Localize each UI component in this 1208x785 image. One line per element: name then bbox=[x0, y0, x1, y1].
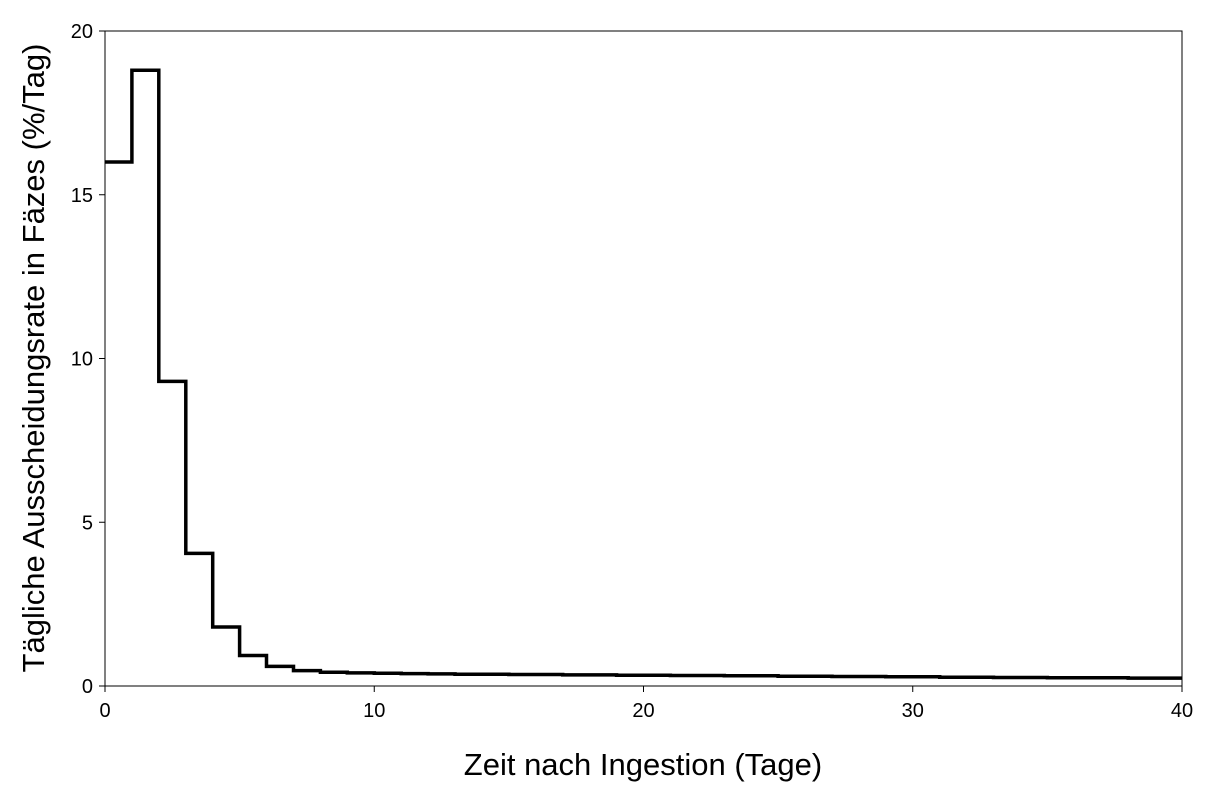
x-tick-label: 0 bbox=[99, 700, 110, 722]
x-tick-label: 40 bbox=[1171, 700, 1193, 722]
x-axis-title: Zeit nach Ingestion (Tage) bbox=[464, 747, 822, 782]
x-tick-label: 10 bbox=[363, 700, 385, 722]
y-tick-label: 15 bbox=[71, 185, 93, 207]
y-tick-label: 10 bbox=[71, 349, 93, 371]
y-tick-label: 5 bbox=[82, 512, 93, 534]
y-tick-label: 20 bbox=[71, 21, 93, 43]
x-tick-label: 20 bbox=[632, 700, 654, 722]
y-axis-title: Tägliche Ausscheidungsrate in Fäzes (%/T… bbox=[16, 44, 51, 673]
y-tick-label: 0 bbox=[82, 676, 93, 698]
series-line bbox=[105, 68, 1182, 680]
plot-area bbox=[104, 30, 1183, 687]
y-axis: 0 5 10 15 20 bbox=[71, 21, 105, 698]
x-axis: 0 10 20 30 40 bbox=[99, 686, 1193, 722]
x-tick-label: 30 bbox=[902, 700, 924, 722]
